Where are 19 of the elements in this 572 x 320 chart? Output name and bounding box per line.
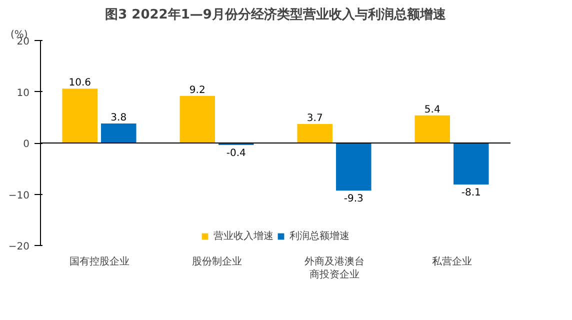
x-tick-label: 国有控股企业 [69, 256, 130, 268]
x-tick-label: 股份制企业 [192, 256, 242, 268]
y-tick-label: −20 [8, 242, 30, 252]
data-label: -9.3 [344, 194, 364, 205]
legend-label: 利润总额增速 [290, 230, 350, 243]
chart-title: 图3 2022年1—9月份分经济类型营业收入与利润总额增速 [105, 6, 447, 22]
data-label: 10.6 [68, 78, 91, 89]
y-tick-label: 0 [23, 139, 30, 150]
x-tick-label: 私营企业 [432, 256, 472, 268]
data-label: -8.1 [461, 188, 481, 199]
data-label: 3.7 [306, 113, 323, 124]
data-label: -0.4 [226, 148, 246, 160]
data-label: 3.8 [110, 112, 127, 124]
legend-label: 营业收入增速 [214, 230, 274, 243]
x-tick-label: 外商及港澳台商投资企业 [304, 256, 364, 281]
data-label: 5.4 [424, 104, 440, 116]
y-tick-label: 10 [16, 88, 30, 99]
y-tick-label: −10 [8, 190, 30, 202]
data-label: 9.2 [189, 84, 206, 96]
